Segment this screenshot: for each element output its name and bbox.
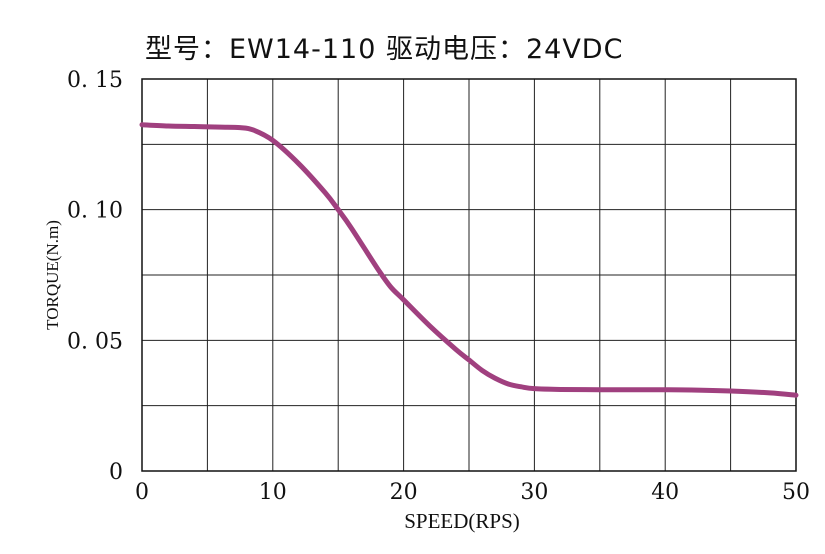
x-tick-label: 30 bbox=[520, 480, 548, 505]
y-tick-label: 0. 15 bbox=[67, 68, 123, 93]
y-tick-label: 0. 05 bbox=[67, 329, 123, 354]
x-tick-label: 0 bbox=[135, 480, 149, 505]
y-axis-ticks: 0 0. 05 0. 10 0. 15 bbox=[67, 68, 123, 485]
x-tick-label: 40 bbox=[651, 480, 679, 505]
x-tick-label: 10 bbox=[259, 480, 287, 505]
y-tick-label: 0 bbox=[109, 460, 123, 485]
series-group bbox=[139, 122, 799, 398]
y-tick-label: 0. 10 bbox=[67, 199, 123, 224]
x-tick-label: 20 bbox=[390, 480, 418, 505]
chart-title: 型号：EW14-110 驱动电压：24VDC bbox=[145, 34, 623, 65]
x-axis-label: SPEED(RPS) bbox=[404, 509, 520, 533]
grid bbox=[142, 79, 796, 471]
x-axis-ticks: 0 10 20 30 40 50 bbox=[135, 480, 810, 505]
plot-border bbox=[141, 78, 797, 472]
x-tick-label: 50 bbox=[782, 480, 810, 505]
torque-curve bbox=[139, 122, 799, 398]
y-axis-label: TORQUE(N.m) bbox=[43, 220, 62, 330]
plot-frame bbox=[141, 78, 797, 472]
